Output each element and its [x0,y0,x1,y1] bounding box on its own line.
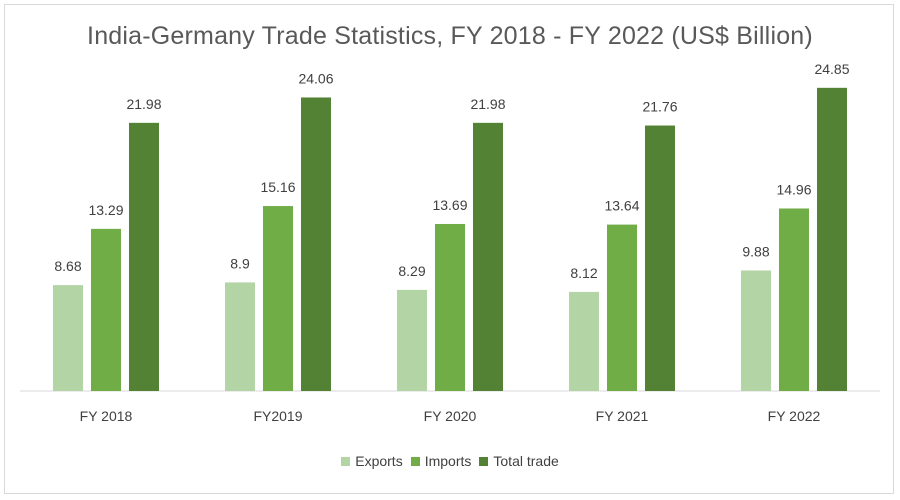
bar-imports-fy-2018 [91,228,121,391]
data-label-total-trade-fy-2022: 24.85 [814,61,849,77]
bar-total-trade-fy2019 [301,97,331,391]
bar-exports-fy-2022 [741,270,771,391]
data-label-total-trade-fy-2021: 21.76 [642,99,677,115]
legend-item-total-trade: Total trade [479,453,559,469]
data-label-total-trade-fy-2018: 21.98 [126,96,161,112]
data-label-exports-fy-2020: 8.29 [398,263,425,279]
bar-imports-fy-2020 [435,223,465,391]
legend-label-imports: Imports [424,453,472,469]
x-tick-label-fy2019: FY2019 [253,408,302,424]
bar-total-trade-fy-2020 [473,122,503,392]
x-tick-label-fy-2022: FY 2022 [768,408,821,424]
data-label-exports-fy-2022: 9.88 [742,243,769,259]
bar-exports-fy-2018 [53,285,83,391]
data-label-total-trade-fy2019: 24.06 [298,70,333,86]
chart-title: India-Germany Trade Statistics, FY 2018 … [87,22,813,50]
bar-total-trade-fy-2022 [817,87,847,391]
bar-imports-fy-2021 [607,224,637,391]
x-tick-label-fy-2018: FY 2018 [80,408,133,424]
legend-item-exports: Exports [341,453,403,469]
bar-exports-fy-2021 [569,291,599,391]
bar-exports-fy-2020 [397,289,427,391]
legend-label-exports: Exports [355,453,403,469]
data-label-exports-fy-2021: 8.12 [570,265,597,281]
bar-total-trade-fy-2021 [645,125,675,391]
legend-label-total-trade: Total trade [493,453,559,469]
data-label-imports-fy2019: 15.16 [260,179,295,195]
data-label-total-trade-fy-2020: 21.98 [470,96,505,112]
data-label-exports-fy-2018: 8.68 [54,258,81,274]
bar-imports-fy-2022 [779,208,809,391]
legend-swatch-exports [341,457,351,466]
legend: Exports Imports Total trade [0,453,900,469]
legend-item-imports: Imports [410,453,472,469]
data-label-imports-fy-2018: 13.29 [88,202,123,218]
bar-imports-fy2019 [263,206,293,391]
data-label-exports-fy2019: 8.9 [230,255,250,271]
x-tick-label-fy-2020: FY 2020 [424,408,477,424]
data-label-imports-fy-2020: 13.69 [432,197,467,213]
data-label-imports-fy-2021: 13.64 [604,198,639,214]
bar-exports-fy2019 [225,282,255,391]
data-label-imports-fy-2022: 14.96 [776,181,811,197]
legend-swatch-total-trade [479,457,489,466]
bar-total-trade-fy-2018 [129,122,159,392]
x-tick-label-fy-2021: FY 2021 [596,408,649,424]
legend-swatch-imports [410,457,420,466]
